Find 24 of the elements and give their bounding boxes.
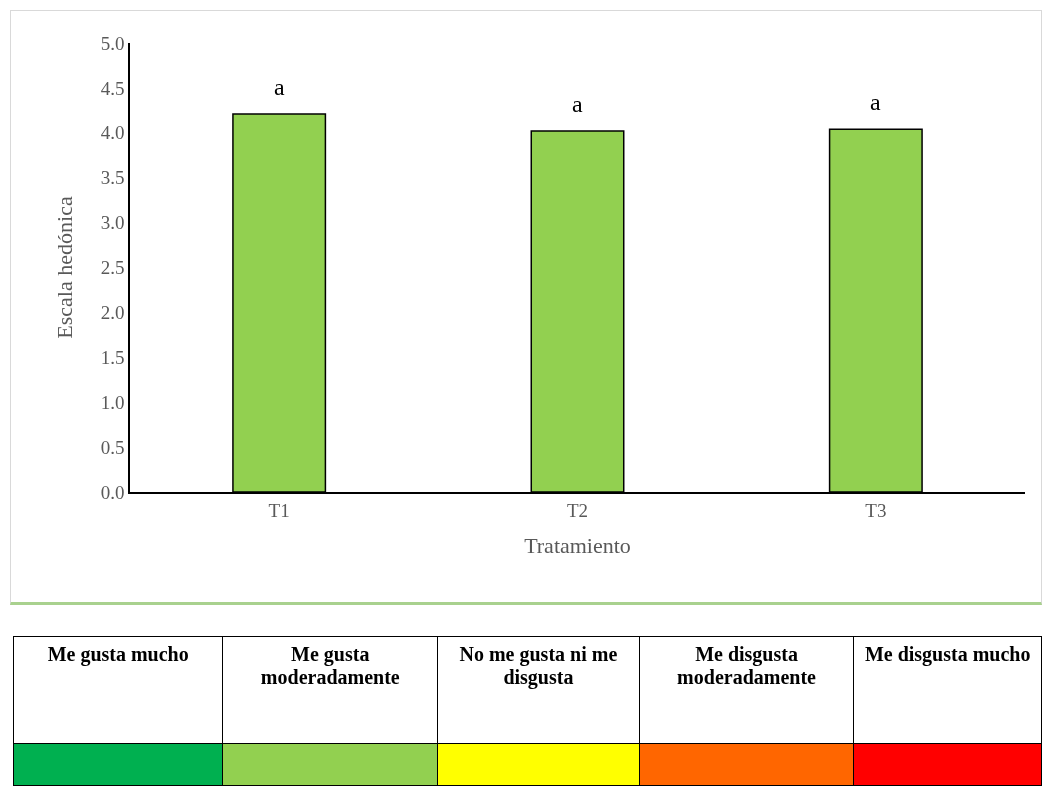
x-axis-title: Tratamiento — [524, 532, 631, 558]
x-tick-label: T2 — [566, 499, 589, 521]
annotation: a — [870, 89, 881, 115]
x-tick-label: T3 — [865, 499, 887, 521]
y-tick-label: 4.0 — [100, 122, 125, 144]
text: No me gusta ni me disgusta — [437, 636, 640, 744]
text: Me disgusta mucho — [853, 636, 1042, 744]
y-tick-label: 2.5 — [100, 257, 125, 279]
y-tick-label: 5.0 — [100, 32, 125, 54]
y-tick-label: 2.0 — [100, 302, 125, 324]
y-tick-label: 1.5 — [100, 346, 125, 368]
x-tick-label: T1 — [268, 499, 290, 521]
annotation: a — [274, 74, 285, 100]
text: Me gusta moderadamente — [222, 636, 438, 744]
y-tick-label: 3.5 — [100, 167, 125, 189]
y-tick-label: 1.0 — [100, 391, 125, 413]
y-tick-label: 4.5 — [100, 77, 125, 99]
y-tick-label: 0.0 — [100, 481, 125, 503]
y-axis-title: Escala hedónica — [52, 196, 77, 339]
text: Me gusta mucho — [13, 636, 223, 744]
y-tick-label: 0.5 — [100, 436, 125, 458]
y-tick-label: 3.0 — [100, 212, 125, 234]
text: Me disgusta moderadamente — [639, 636, 854, 744]
annotation: a — [572, 91, 583, 117]
